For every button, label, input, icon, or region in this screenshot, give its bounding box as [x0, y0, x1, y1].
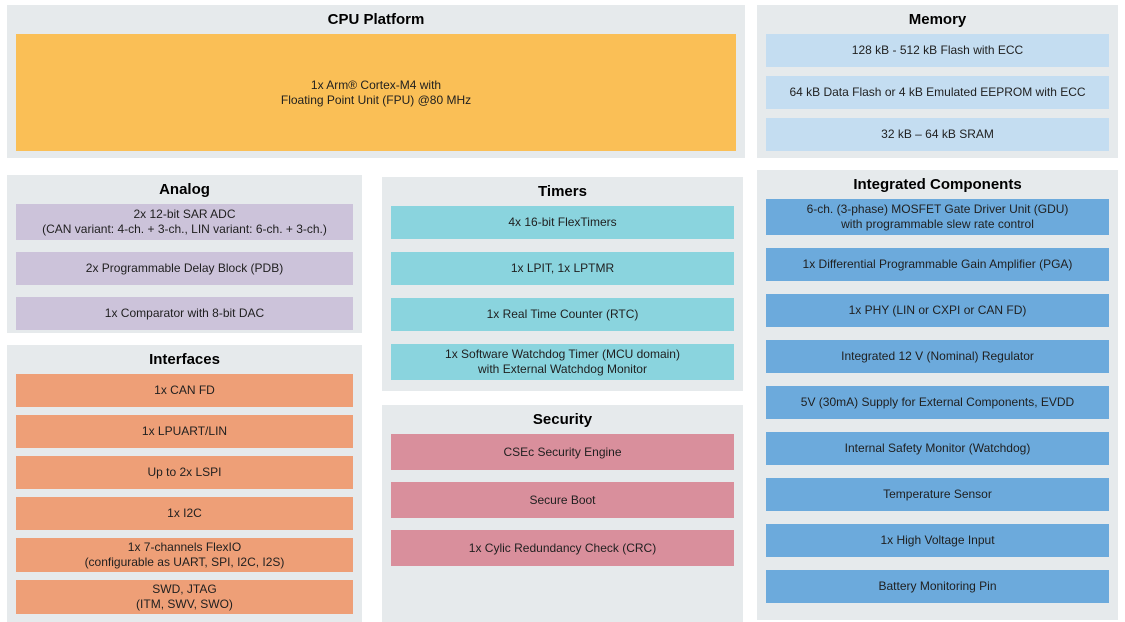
block-sar-adc: 2x 12-bit SAR ADC (CAN variant: 4-ch. + … — [16, 204, 353, 240]
panel-title: Memory — [908, 11, 967, 28]
block-flextimers: 4x 16-bit FlexTimers — [391, 206, 734, 239]
panel-title: Timers — [538, 183, 587, 200]
block-lpuart-lin: 1x LPUART/LIN — [16, 415, 353, 448]
panel-title: CPU Platform — [327, 11, 425, 28]
block-cortex-m4: 1x Arm® Cortex-M4 with Floating Point Un… — [16, 34, 736, 151]
panel-title: Integrated Components — [853, 176, 1022, 193]
block-secure-boot: Secure Boot — [391, 482, 734, 518]
block-regulator: Integrated 12 V (Nominal) Regulator — [766, 340, 1109, 373]
block-safety-monitor: Internal Safety Monitor (Watchdog) — [766, 432, 1109, 465]
block-battery-monitoring-pin: Battery Monitoring Pin — [766, 570, 1109, 603]
panel-memory: Memory 128 kB - 512 kB Flash with ECC 64… — [757, 5, 1118, 158]
block-evdd-supply: 5V (30mA) Supply for External Components… — [766, 386, 1109, 419]
panel-analog: Analog 2x 12-bit SAR ADC (CAN variant: 4… — [7, 175, 362, 333]
panel-title: Security — [532, 411, 593, 428]
block-csec-engine: CSEc Security Engine — [391, 434, 734, 470]
block-crc: 1x Cylic Redundancy Check (CRC) — [391, 530, 734, 566]
panel-integrated-components: Integrated Components 6-ch. (3-phase) MO… — [757, 170, 1118, 620]
block-comparator-dac: 1x Comparator with 8-bit DAC — [16, 297, 353, 330]
panel-title: Interfaces — [149, 351, 220, 368]
panel-interfaces: Interfaces 1x CAN FD 1x LPUART/LIN Up to… — [7, 345, 362, 622]
block-flexio: 1x 7-channels FlexIO (configurable as UA… — [16, 538, 353, 572]
block-rtc: 1x Real Time Counter (RTC) — [391, 298, 734, 331]
block-watchdog-timer: 1x Software Watchdog Timer (MCU domain) … — [391, 344, 734, 380]
block-high-voltage-input: 1x High Voltage Input — [766, 524, 1109, 557]
block-gdu: 6-ch. (3-phase) MOSFET Gate Driver Unit … — [766, 199, 1109, 235]
block-temperature-sensor: Temperature Sensor — [766, 478, 1109, 511]
panel-security: Security CSEc Security Engine Secure Boo… — [382, 405, 743, 622]
block-i2c: 1x I2C — [16, 497, 353, 530]
block-lspi: Up to 2x LSPI — [16, 456, 353, 489]
block-swd-jtag: SWD, JTAG (ITM, SWV, SWO) — [16, 580, 353, 614]
block-data-flash-eeprom: 64 kB Data Flash or 4 kB Emulated EEPROM… — [766, 76, 1109, 109]
panel-title: Analog — [159, 181, 210, 198]
block-pdb: 2x Programmable Delay Block (PDB) — [16, 252, 353, 285]
block-sram: 32 kB – 64 kB SRAM — [766, 118, 1109, 151]
block-flash: 128 kB - 512 kB Flash with ECC — [766, 34, 1109, 67]
block-phy: 1x PHY (LIN or CXPI or CAN FD) — [766, 294, 1109, 327]
panel-timers: Timers 4x 16-bit FlexTimers 1x LPIT, 1x … — [382, 177, 743, 391]
block-pga: 1x Differential Programmable Gain Amplif… — [766, 248, 1109, 281]
block-can-fd: 1x CAN FD — [16, 374, 353, 407]
block-lpit-lptmr: 1x LPIT, 1x LPTMR — [391, 252, 734, 285]
panel-cpu-platform: CPU Platform 1x Arm® Cortex-M4 with Floa… — [7, 5, 745, 158]
